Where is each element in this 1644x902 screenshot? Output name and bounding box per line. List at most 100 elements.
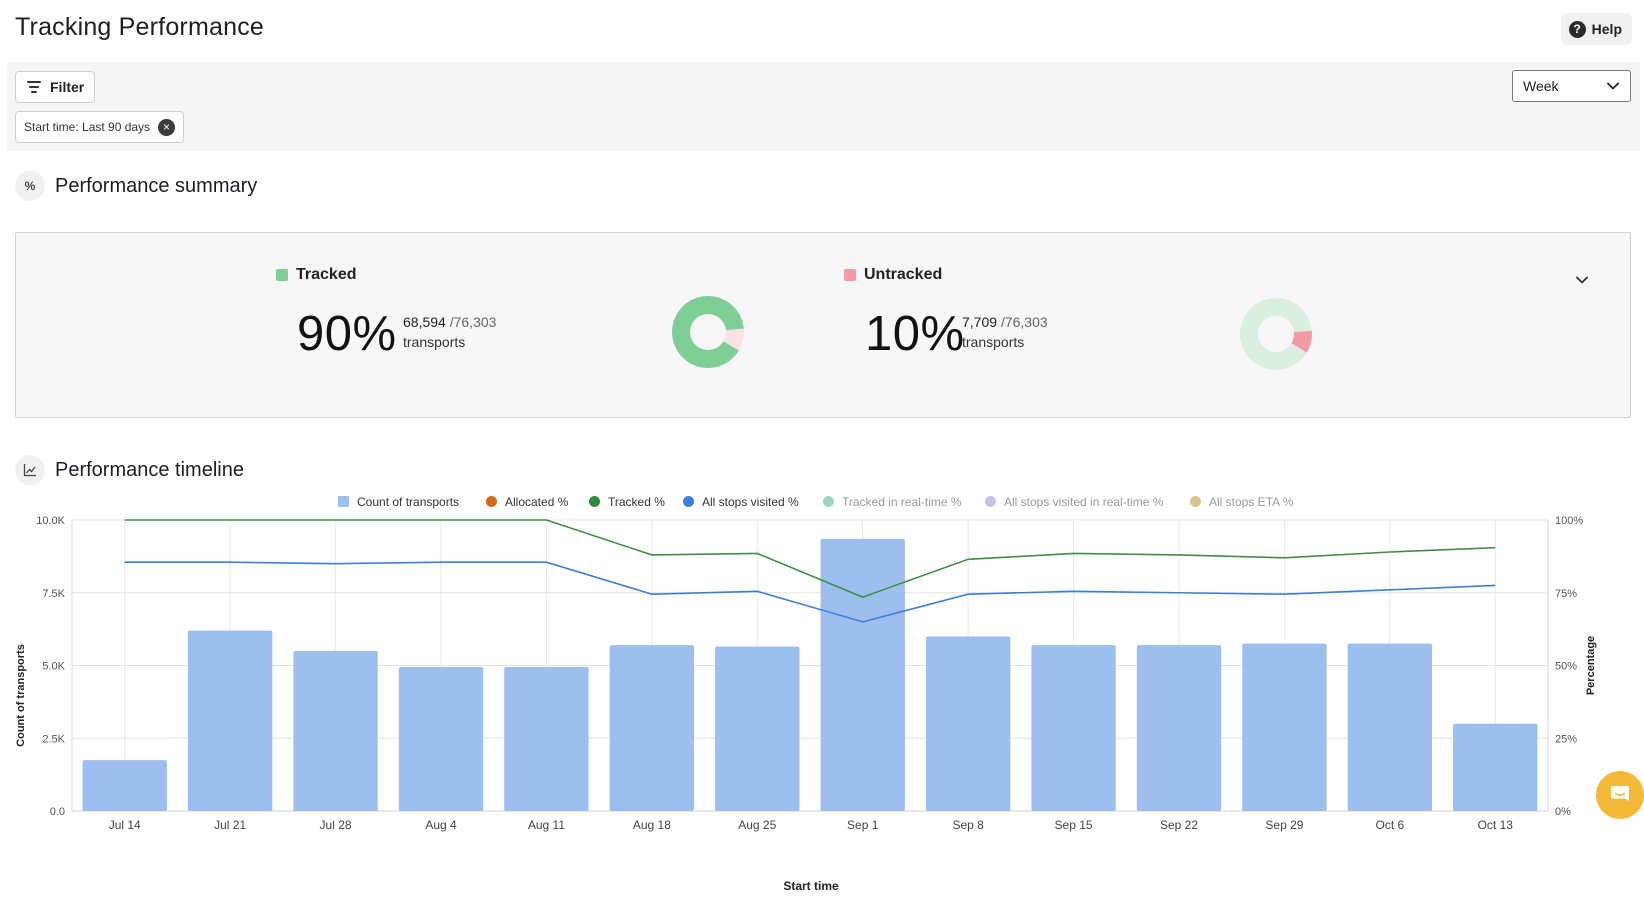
x-tick-label: Jul 21 bbox=[214, 818, 246, 832]
bar-jul-28 bbox=[293, 650, 378, 811]
x-tick-label: Sep 15 bbox=[1055, 818, 1093, 832]
legend-swatch bbox=[823, 496, 834, 507]
bar-sep-15 bbox=[1031, 645, 1116, 811]
filter-bar: Filter Start time: Last 90 days × Week bbox=[7, 62, 1640, 151]
filter-chip-label: Start time: Last 90 days bbox=[24, 120, 151, 134]
period-select[interactable]: Week bbox=[1512, 70, 1631, 102]
filter-label: Filter bbox=[50, 79, 85, 95]
x-tick-label: Sep 29 bbox=[1265, 818, 1303, 832]
legend-item[interactable]: Tracked % bbox=[589, 495, 665, 509]
legend-label: Tracked in real-time % bbox=[842, 495, 962, 509]
tracked-unit: transports bbox=[403, 334, 466, 350]
bar-aug-18 bbox=[609, 645, 695, 811]
bar-sep-1 bbox=[820, 538, 905, 811]
x-tick-label: Aug 4 bbox=[425, 818, 457, 832]
x-tick-label: Sep 8 bbox=[952, 818, 984, 832]
legend-item[interactable]: All stops visited % bbox=[683, 495, 799, 509]
legend-label: All stops ETA % bbox=[1209, 495, 1294, 509]
y2-tick-label: 50% bbox=[1555, 661, 1577, 673]
bar-oct-6 bbox=[1347, 643, 1433, 811]
help-button[interactable]: ? Help bbox=[1560, 13, 1632, 45]
x-tick-label: Oct 6 bbox=[1376, 818, 1405, 832]
legend-label: Allocated % bbox=[505, 495, 569, 509]
bar-jul-14 bbox=[82, 760, 167, 811]
timeline-title: Performance timeline bbox=[55, 458, 244, 481]
legend-item[interactable]: Tracked in real-time % bbox=[823, 495, 962, 509]
percent-icon: % bbox=[15, 171, 45, 201]
filter-button[interactable]: Filter bbox=[15, 71, 96, 103]
bar-oct-13 bbox=[1453, 723, 1538, 811]
x-tick-label: Aug 11 bbox=[528, 818, 565, 832]
legend-item[interactable]: All stops visited in real-time % bbox=[985, 495, 1164, 509]
untracked-label: Untracked bbox=[844, 266, 942, 284]
filter-chip-start-time: Start time: Last 90 days × bbox=[15, 111, 185, 143]
y-tick-label: 0.0 bbox=[50, 806, 65, 818]
period-select-value: Week bbox=[1523, 78, 1559, 94]
chat-icon bbox=[1611, 786, 1629, 801]
performance-timeline-chart: Count of transports Allocated % Tracked % A… bbox=[15, 495, 1597, 893]
tracked-label: Tracked bbox=[276, 266, 356, 284]
summary-panel: Tracked 90% 68,594 /76,303 transports Un… bbox=[15, 232, 1631, 418]
chat-launcher-button[interactable] bbox=[1596, 771, 1644, 819]
expand-chevron-icon[interactable] bbox=[1572, 270, 1592, 290]
legend-label: Tracked % bbox=[608, 495, 665, 509]
donut-slice-tracked bbox=[1240, 298, 1312, 370]
line-all-stops-visited- bbox=[124, 561, 1496, 623]
tracked-donut bbox=[672, 296, 744, 368]
untracked-swatch bbox=[844, 269, 856, 281]
y-tick-label: 7.5K bbox=[42, 588, 65, 600]
bar-jul-21 bbox=[187, 630, 273, 811]
legend-swatch bbox=[338, 496, 349, 507]
line-chart-icon bbox=[15, 455, 45, 485]
help-label: Help bbox=[1591, 21, 1622, 37]
legend-swatch bbox=[589, 496, 600, 507]
y-axis-label: Count of transports bbox=[15, 644, 27, 747]
x-axis-label: Start time bbox=[783, 879, 839, 893]
x-tick-label: Jul 14 bbox=[109, 818, 141, 832]
legend-item[interactable]: All stops ETA % bbox=[1190, 495, 1294, 509]
tracked-percent: 90% bbox=[297, 307, 397, 361]
x-tick-label: Sep 1 bbox=[847, 818, 879, 832]
bar-aug-4 bbox=[398, 666, 484, 811]
x-tick-label: Aug 18 bbox=[633, 818, 671, 832]
legend-swatch bbox=[985, 496, 996, 507]
donut-slice-tracked bbox=[672, 296, 744, 368]
line-tracked- bbox=[124, 519, 1496, 598]
bar-sep-22 bbox=[1136, 645, 1222, 811]
x-tick-label: Oct 13 bbox=[1478, 818, 1514, 832]
x-tick-label: Sep 22 bbox=[1160, 818, 1198, 832]
question-icon: ? bbox=[1568, 20, 1586, 38]
legend-swatch bbox=[486, 496, 497, 507]
y2-tick-label: 25% bbox=[1555, 733, 1577, 745]
timeline-header: Performance timeline bbox=[15, 455, 244, 485]
y2-axis-label: Percentage bbox=[1585, 636, 1597, 695]
x-tick-label: Aug 25 bbox=[738, 818, 776, 832]
bar-aug-11 bbox=[504, 666, 589, 811]
y2-tick-label: 75% bbox=[1555, 588, 1577, 600]
close-icon[interactable]: × bbox=[158, 118, 176, 136]
legend-label: All stops visited in real-time % bbox=[1004, 495, 1164, 509]
bar-sep-29 bbox=[1242, 643, 1327, 811]
y-tick-label: 5.0K bbox=[42, 661, 65, 673]
y2-tick-label: 0% bbox=[1555, 806, 1571, 818]
donut-slice-untracked bbox=[723, 328, 744, 351]
chevron-down-icon bbox=[1607, 82, 1619, 90]
y-tick-label: 2.5K bbox=[42, 733, 65, 745]
untracked-count: 7,709 /76,303 bbox=[962, 314, 1048, 330]
bar-sep-8 bbox=[925, 636, 1011, 811]
legend-swatch bbox=[1190, 496, 1201, 507]
y2-tick-label: 100% bbox=[1555, 515, 1583, 527]
legend-item[interactable]: Count of transports bbox=[338, 495, 459, 509]
bar-aug-25 bbox=[715, 646, 800, 811]
filter-icon bbox=[26, 81, 42, 93]
y-tick-label: 10.0K bbox=[36, 515, 65, 527]
x-tick-label: Jul 28 bbox=[320, 818, 352, 832]
summary-header: % Performance summary bbox=[15, 171, 257, 201]
legend-item[interactable]: Allocated % bbox=[486, 495, 569, 509]
summary-title: Performance summary bbox=[55, 174, 258, 197]
legend-label: All stops visited % bbox=[702, 495, 799, 509]
untracked-percent: 10% bbox=[865, 307, 965, 361]
untracked-unit: transports bbox=[962, 334, 1025, 350]
tracked-count: 68,594 /76,303 bbox=[403, 314, 497, 330]
page-title: Tracking Performance bbox=[15, 13, 264, 41]
